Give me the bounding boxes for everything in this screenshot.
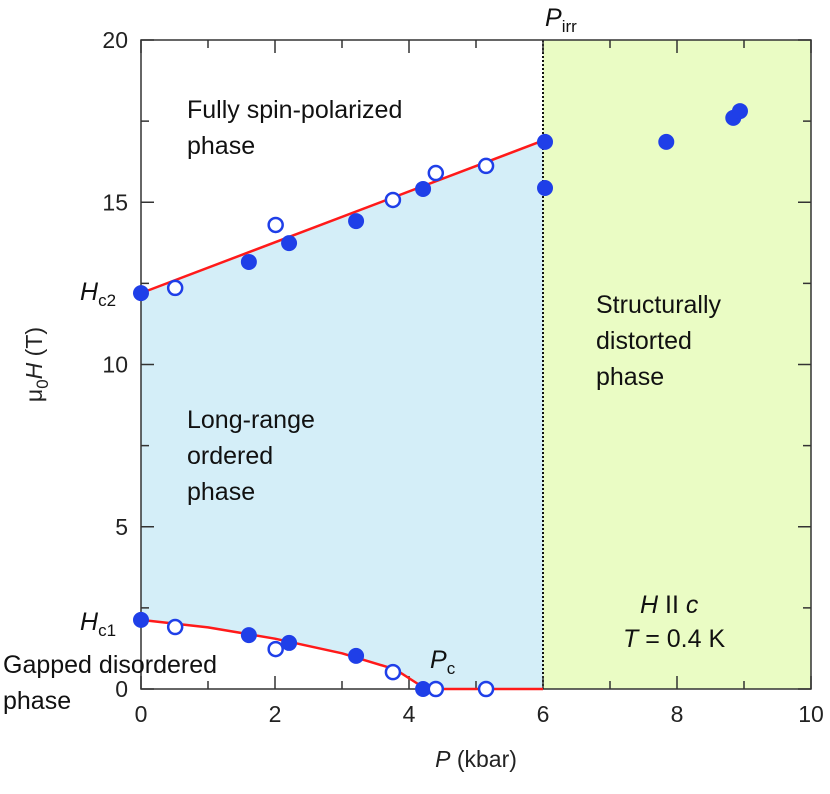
fully-polarized-label-part: phase bbox=[187, 132, 255, 160]
data-point-filled bbox=[240, 627, 257, 644]
gapped-disordered-label-part: Gapped disordered bbox=[3, 651, 217, 679]
fully-polarized-label-part: Fully spin-polarized bbox=[187, 96, 402, 124]
data-point-open bbox=[477, 157, 495, 175]
x-tick-label: 10 bbox=[798, 701, 824, 727]
data-point-open bbox=[267, 640, 284, 658]
temperature-label-part: T bbox=[623, 625, 640, 653]
data-point-filled bbox=[133, 611, 149, 628]
y-axis-label-part: (T) bbox=[21, 327, 47, 363]
x-tick-label: 8 bbox=[671, 701, 684, 727]
long-range-label-part: Long-range bbox=[187, 406, 315, 434]
temperature-label: T = 0.4 K bbox=[623, 625, 725, 653]
hc2-label: Hc2 bbox=[80, 278, 116, 310]
structurally-distorted-label: distorted bbox=[596, 327, 692, 355]
data-point-filled bbox=[133, 285, 149, 302]
data-point-filled bbox=[731, 103, 748, 120]
y-tick-label: 0 bbox=[115, 676, 128, 702]
data-point-open bbox=[477, 680, 495, 698]
field-direction-label-part: c bbox=[686, 591, 699, 619]
data-point-filled bbox=[537, 179, 554, 196]
data-point-filled bbox=[240, 253, 257, 270]
data-point-filled bbox=[348, 213, 365, 230]
field-direction-label-part: II bbox=[658, 591, 686, 619]
long-range-label: Long-range bbox=[187, 406, 315, 434]
data-point-filled bbox=[281, 235, 298, 252]
data-point-open bbox=[166, 618, 184, 636]
y-axis-label-part: μ bbox=[21, 389, 47, 402]
gapped-disordered-label: phase bbox=[3, 687, 71, 715]
field-direction-label-part: H bbox=[640, 591, 659, 619]
structurally-distorted-label: phase bbox=[596, 363, 664, 391]
structurally-distorted-label-part: Structurally bbox=[596, 291, 722, 319]
x-tick-label: 6 bbox=[537, 701, 550, 727]
x-tick-label: 2 bbox=[269, 701, 282, 727]
long-range-label: ordered bbox=[187, 442, 273, 470]
hc1-label: Hc1 bbox=[80, 608, 116, 640]
structurally-distorted-label: Structurally bbox=[596, 291, 722, 319]
data-point-open bbox=[384, 663, 402, 681]
y-tick-label: 5 bbox=[115, 514, 128, 540]
y-tick-label: 15 bbox=[102, 189, 128, 215]
pc-label-part: c bbox=[447, 659, 456, 678]
x-tick-label: 4 bbox=[403, 701, 416, 727]
data-point-filled bbox=[658, 133, 675, 150]
data-point-open bbox=[384, 191, 402, 209]
pc-label: Pc bbox=[430, 646, 456, 678]
structurally-distorted-region bbox=[543, 40, 811, 689]
y-tick-label: 10 bbox=[102, 352, 128, 378]
fully-polarized-label: phase bbox=[187, 132, 255, 160]
data-point-filled bbox=[281, 634, 298, 651]
data-point-filled bbox=[415, 180, 432, 197]
temperature-label-part: = 0.4 K bbox=[638, 625, 725, 653]
ordered-phase-region bbox=[141, 140, 543, 690]
x-tick-label: 0 bbox=[135, 701, 148, 727]
data-point-open bbox=[427, 164, 445, 182]
data-point-open bbox=[166, 279, 184, 297]
pc-label-part: P bbox=[430, 646, 447, 674]
structurally-distorted-label-part: phase bbox=[596, 363, 664, 391]
pirr-label-part: P bbox=[545, 4, 562, 32]
y-axis-label: μ0H (T) bbox=[21, 327, 52, 402]
pirr-label: Pirr bbox=[545, 4, 577, 36]
data-point-filled bbox=[348, 647, 365, 664]
fully-polarized-label: Fully spin-polarized bbox=[187, 96, 402, 124]
data-point-filled bbox=[537, 133, 554, 150]
gapped-disordered-label-part: phase bbox=[3, 687, 71, 715]
y-axis-label-part: 0 bbox=[33, 379, 52, 388]
x-axis-label-part: P bbox=[435, 746, 451, 772]
x-axis-label: P (kbar) bbox=[435, 746, 517, 772]
data-point-open bbox=[267, 216, 284, 234]
hc2-label-part: H bbox=[80, 278, 99, 306]
long-range-label: phase bbox=[187, 478, 255, 506]
long-range-label-part: phase bbox=[187, 478, 255, 506]
field-direction-label: H II c bbox=[640, 591, 699, 619]
gapped-disordered-label: Gapped disordered bbox=[3, 651, 217, 679]
long-range-label-part: ordered bbox=[187, 442, 273, 470]
hc2-label-part: c2 bbox=[98, 291, 116, 310]
y-axis-label-part: H bbox=[21, 362, 47, 379]
structurally-distorted-label-part: distorted bbox=[596, 327, 692, 355]
hc1-label-part: c1 bbox=[98, 621, 116, 640]
x-axis-label-part: (kbar) bbox=[450, 746, 516, 772]
data-point-filled bbox=[415, 681, 432, 697]
pirr-label-part: irr bbox=[562, 17, 577, 36]
hc2-line bbox=[140, 139, 544, 295]
hc1-label-part: H bbox=[80, 608, 99, 636]
y-tick-label: 20 bbox=[102, 27, 128, 53]
data-point-open bbox=[427, 680, 445, 698]
